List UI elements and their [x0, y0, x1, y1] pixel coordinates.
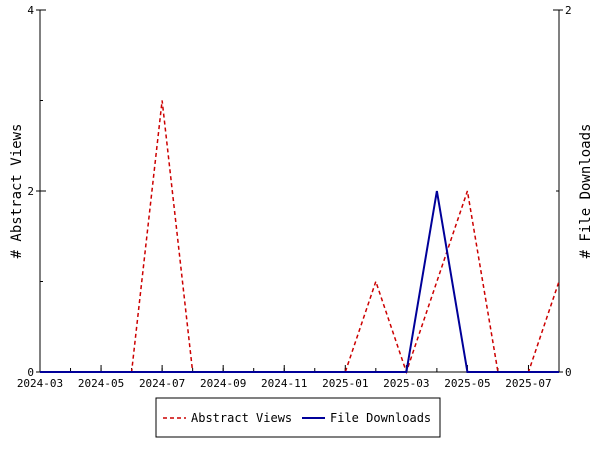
x-axis: 2024-03 2024-05 2024-07 2024-09 2024-11 2025-… — [17, 365, 560, 390]
x-tick-label: 2025-03 — [383, 377, 429, 390]
x-tick-label: 2024-11 — [261, 377, 307, 390]
plot-background — [40, 10, 559, 372]
legend-box — [155, 397, 441, 438]
left-tick-label: 2 — [27, 185, 34, 198]
x-tick-label: 2024-07 — [139, 377, 185, 390]
series-layer — [40, 100, 560, 375]
x-tick-label: 2024-05 — [78, 377, 124, 390]
legend: Abstract Views File Downloads — [155, 397, 441, 438]
x-tick-label: 2025-01 — [322, 377, 368, 390]
right-tick-label: 2 — [565, 4, 572, 17]
left-tick-label: 4 — [27, 4, 34, 17]
left-tick-label: 0 — [27, 366, 34, 379]
x-tick-label: 2025-05 — [444, 377, 490, 390]
right-axis-title: # File Downloads — [578, 124, 594, 259]
x-tick-label: 2025-07 — [505, 377, 551, 390]
series-line-file-downloads — [40, 190, 559, 373]
x-tick-label: 2024-09 — [200, 377, 246, 390]
legend-label-file-downloads: File Downloads — [330, 411, 431, 425]
legend-label-abstract-views: Abstract Views — [191, 411, 292, 425]
right-tick-label: 0 — [565, 366, 572, 379]
x-tick-label: 2024-03 — [17, 377, 63, 390]
left-axis-title: # Abstract Views — [9, 124, 25, 259]
